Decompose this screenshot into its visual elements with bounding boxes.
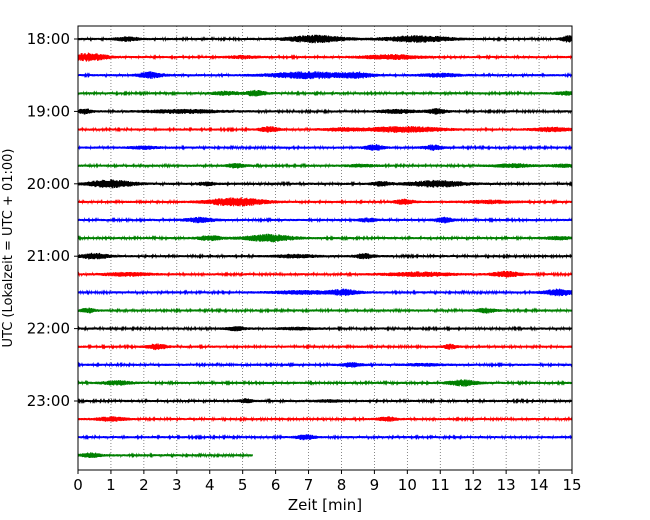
trace-2245 xyxy=(77,379,573,387)
x-tick-label-10: 10 xyxy=(398,476,417,494)
x-tick-label-12: 12 xyxy=(464,476,483,494)
trace-2030 xyxy=(77,216,573,224)
x-tick-label-3: 3 xyxy=(172,476,182,494)
x-tick-label-7: 7 xyxy=(304,476,314,494)
trace-2215 xyxy=(77,343,573,351)
y-tick-label-2300: 23:00 xyxy=(27,392,70,410)
trace-1930 xyxy=(77,144,573,151)
y-axis-label: UTC (Lokalzeit = UTC + 01:00) xyxy=(1,149,16,348)
trace-2100 xyxy=(77,252,573,260)
trace-1800 xyxy=(77,34,573,44)
trace-2130 xyxy=(77,288,573,297)
x-tick-label-14: 14 xyxy=(530,476,549,494)
trace-2315 xyxy=(77,416,573,423)
vertical-grid-lines xyxy=(110,26,540,470)
y-tick-label-1900: 19:00 xyxy=(27,102,70,120)
x-tick-label-2: 2 xyxy=(139,476,149,494)
x-axis-label: Zeit [min] xyxy=(288,496,362,514)
y-tick-label-2100: 21:00 xyxy=(27,247,70,265)
trace-2045 xyxy=(77,233,573,243)
plot-frame xyxy=(77,25,573,471)
trace-2330 xyxy=(77,434,573,441)
x-tick-label-11: 11 xyxy=(431,476,450,494)
trace-2015 xyxy=(77,197,573,207)
x-axis-ticks: 0 1 2 3 4 5 6 7 8 9 10 11 12 13 14 15 xyxy=(73,470,582,494)
trace-2300 xyxy=(77,397,573,405)
trace-2200 xyxy=(77,325,573,332)
trace-1900 xyxy=(77,108,573,115)
y-tick-label-2000: 20:00 xyxy=(27,175,70,193)
y-tick-label-2200: 22:00 xyxy=(27,320,70,338)
trace-1945 xyxy=(77,162,573,169)
trace-2345 xyxy=(77,452,254,459)
x-tick-label-1: 1 xyxy=(106,476,116,494)
trace-2145 xyxy=(77,307,573,314)
trace-1915 xyxy=(77,126,573,134)
trace-2115 xyxy=(77,270,573,278)
trace-2230 xyxy=(77,361,573,368)
x-tick-label-15: 15 xyxy=(562,476,581,494)
x-tick-label-8: 8 xyxy=(337,476,347,494)
trace-1815 xyxy=(77,52,573,62)
x-tick-label-5: 5 xyxy=(238,476,248,494)
x-tick-label-6: 6 xyxy=(271,476,281,494)
trace-1830 xyxy=(77,71,573,80)
trace-1845 xyxy=(77,89,573,97)
x-tick-label-0: 0 xyxy=(73,476,83,494)
x-tick-label-9: 9 xyxy=(370,476,380,494)
trace-2000 xyxy=(77,179,573,189)
y-tick-label-1800: 18:00 xyxy=(27,30,70,48)
seismic-traces xyxy=(77,34,573,459)
y-axis-ticks: 18:00 19:00 20:00 21:00 22:00 23:00 xyxy=(27,30,78,410)
x-tick-label-13: 13 xyxy=(497,476,516,494)
x-tick-label-4: 4 xyxy=(205,476,215,494)
